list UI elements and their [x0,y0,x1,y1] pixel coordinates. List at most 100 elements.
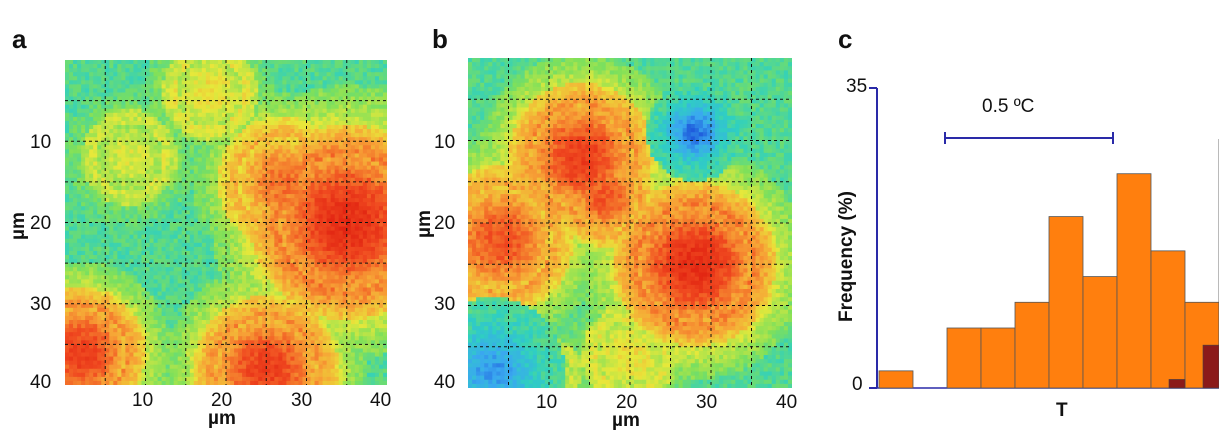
heatmap-cell [354,283,360,288]
heatmap-cell [310,60,315,65]
heatmap-cell [250,145,255,150]
heatmap-cell [149,165,154,171]
heatmap-cell [274,291,279,297]
heatmap-cell [374,198,380,203]
heatmap-cell [77,149,82,154]
heatmap-cell [274,92,279,97]
heatmap-cell [290,104,295,110]
heatmap-cell [290,194,295,199]
heatmap-cell [213,234,219,240]
heatmap-cell [125,198,130,203]
heatmap-cell [250,133,255,138]
heatmap-cell [226,222,231,227]
heatmap-cell [177,271,183,276]
heatmap-cell [213,279,219,284]
heatmap-cell [201,303,207,309]
heatmap-cell [145,255,150,260]
heatmap-cell [350,112,356,118]
heatmap-cell [105,206,110,211]
heatmap-cell [157,100,163,106]
heatmap-cell [65,275,70,280]
heatmap-cell [302,242,307,248]
heatmap-cell [366,271,372,276]
heatmap-cell [234,173,239,179]
heatmap-cell [246,202,251,207]
heatmap-cell [318,173,324,179]
heatmap-cell [141,226,146,232]
heatmap-cell [334,194,340,199]
heatmap-cell [302,234,307,240]
heatmap-cell [358,206,364,211]
heatmap-cell [358,238,364,244]
heatmap-cell [358,141,364,146]
heatmap-cell [314,185,319,191]
heatmap-cell [334,295,340,301]
heatmap-cell [326,84,332,89]
heatmap-cell [137,104,142,110]
heatmap-cell [282,218,287,223]
heatmap-cell [342,307,348,313]
heatmap-cell [213,275,219,280]
heatmap-cell [250,129,255,134]
heatmap-cell [205,295,211,301]
heatmap-cell [69,234,74,240]
heatmap-cell [230,161,235,167]
heatmap-cell [334,88,340,93]
heatmap-cell [370,194,376,199]
heatmap-cell [342,149,348,154]
heatmap-cell [346,303,352,309]
heatmap-cell [201,116,207,122]
heatmap-cell [314,218,319,223]
heatmap-cell [209,68,215,73]
heatmap-cell [73,311,78,317]
heatmap-cell [85,133,90,138]
heatmap-cell [350,283,356,288]
heatmap-cell [113,291,118,297]
heatmap-cell [314,259,319,264]
heatmap-cell [165,145,171,150]
heatmap-cell [121,291,126,297]
heatmap-cell [374,153,380,158]
heatmap-cell [230,185,235,191]
heatmap-cell [117,242,122,248]
heatmap-cell [89,255,94,260]
heatmap-cell [125,64,130,69]
heatmap-cell [65,242,70,248]
heatmap-cell [334,291,340,297]
heatmap-cell [282,259,287,264]
heatmap-cell [209,275,215,280]
heatmap-cell [286,112,291,118]
heatmap-cell [129,206,134,211]
heatmap-cell [117,88,122,93]
heatmap-cell [250,295,255,301]
heatmap-cell [278,165,283,171]
heatmap-cell [254,125,259,130]
heatmap-cell [149,120,154,126]
heatmap-cell [254,108,259,114]
heatmap-cell [65,169,70,175]
heatmap-cell [197,80,203,85]
heatmap-cell [117,190,122,195]
heatmap-cell [141,198,146,203]
heatmap-cell [217,234,223,240]
heatmap-cell [326,206,332,211]
heatmap-cell [101,169,106,175]
heatmap-cell [290,177,295,183]
heatmap-cell [254,206,259,211]
heatmap-cell [173,120,179,126]
heatmap-cell [322,133,328,138]
heatmap-cell [310,202,315,207]
heatmap-cell [294,283,299,288]
heatmap-cell [262,125,267,130]
heatmap-cell [366,275,372,280]
heatmap-cell [213,181,219,187]
heatmap-cell [326,92,332,97]
heatmap-cell [69,299,74,305]
heatmap-cell [177,76,183,81]
heatmap-cell [217,198,223,203]
heatmap-cell [153,307,158,313]
heatmap-cell [298,133,303,138]
heatmap-cell [89,104,94,110]
heatmap-cell [382,291,387,297]
heatmap-cell [65,307,70,313]
